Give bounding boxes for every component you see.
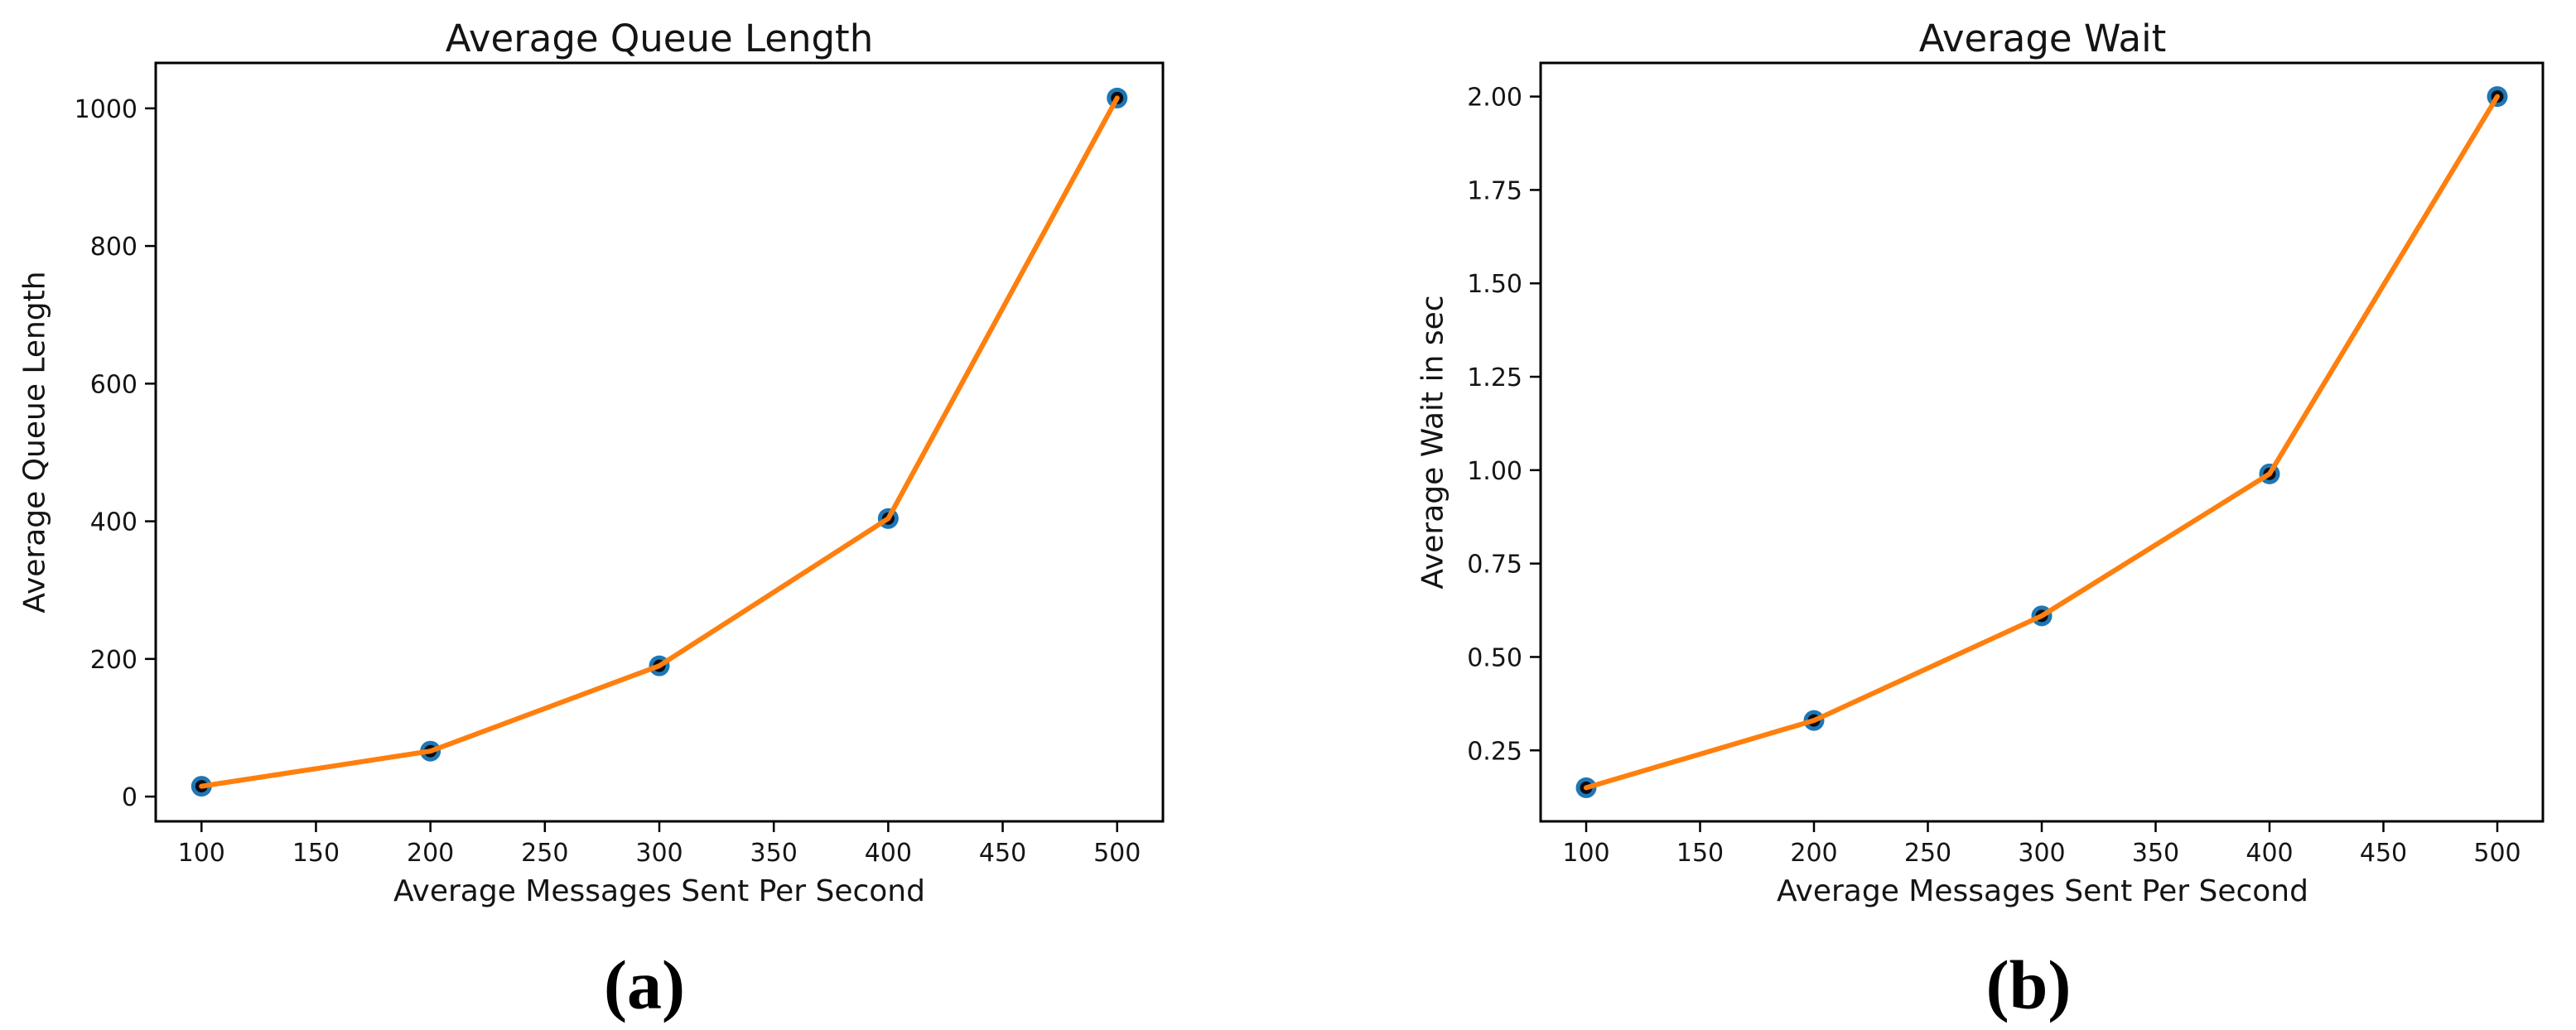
y-tick-label-a: 1000 bbox=[75, 95, 137, 124]
x-tick-label-a: 350 bbox=[750, 839, 798, 868]
x-tick-label-a: 400 bbox=[865, 839, 912, 868]
y-tick-label-b: 0.50 bbox=[1467, 643, 1522, 672]
x-tick-label-a: 150 bbox=[292, 839, 340, 868]
chart-a-title: Average Queue Length bbox=[445, 17, 874, 60]
x-tick-label-b: 450 bbox=[2360, 839, 2407, 868]
x-tick-label-b: 400 bbox=[2246, 839, 2293, 868]
y-tick-label-b: 1.75 bbox=[1467, 176, 1522, 205]
data-line-a bbox=[199, 95, 1120, 789]
y-tick-label-b: 1.00 bbox=[1467, 457, 1522, 486]
y-tick-label-b: 2.00 bbox=[1467, 84, 1522, 113]
subfigure-b-caption: (b) bbox=[1985, 946, 2072, 1024]
y-tick-label-a: 200 bbox=[90, 646, 137, 675]
data-line-b bbox=[1584, 94, 2500, 791]
subfigure-a-caption: (a) bbox=[604, 946, 685, 1024]
y-tick-label-b: 1.25 bbox=[1467, 363, 1522, 392]
y-tick-label-a: 0 bbox=[122, 783, 137, 812]
x-tick-label-a: 250 bbox=[521, 839, 568, 868]
chart-b-xlabel: Average Messages Sent Per Second bbox=[1777, 874, 2308, 908]
plot-area-a bbox=[154, 61, 1165, 823]
chart-b-ylabel: Average Wait in sec bbox=[1416, 295, 1450, 590]
chart-a-xlabel: Average Messages Sent Per Second bbox=[393, 874, 925, 908]
y-tick-label-a: 800 bbox=[90, 233, 137, 262]
y-tick-label-a: 400 bbox=[90, 508, 137, 537]
x-tick-label-a: 200 bbox=[407, 839, 454, 868]
x-tick-label-a: 100 bbox=[178, 839, 225, 868]
x-tick-label-b: 150 bbox=[1676, 839, 1724, 868]
x-tick-label-b: 100 bbox=[1562, 839, 1609, 868]
x-tick-label-a: 450 bbox=[979, 839, 1026, 868]
y-tick-label-b: 1.50 bbox=[1467, 270, 1522, 299]
x-tick-label-a: 300 bbox=[635, 839, 683, 868]
x-tick-label-b: 200 bbox=[1790, 839, 1837, 868]
x-tick-label-b: 500 bbox=[2473, 839, 2521, 868]
chart-a-ylabel: Average Queue Length bbox=[17, 271, 52, 614]
chart-b-title: Average Wait bbox=[1918, 17, 2167, 60]
x-tick-label-b: 250 bbox=[1904, 839, 1951, 868]
x-tick-label-b: 350 bbox=[2132, 839, 2179, 868]
x-tick-label-b: 300 bbox=[2018, 839, 2065, 868]
y-tick-label-b: 0.25 bbox=[1467, 737, 1522, 766]
plot-area-b bbox=[1539, 61, 2545, 823]
x-tick-label-a: 500 bbox=[1093, 839, 1141, 868]
y-tick-label-b: 0.75 bbox=[1467, 551, 1522, 580]
y-tick-label-a: 600 bbox=[90, 370, 137, 399]
